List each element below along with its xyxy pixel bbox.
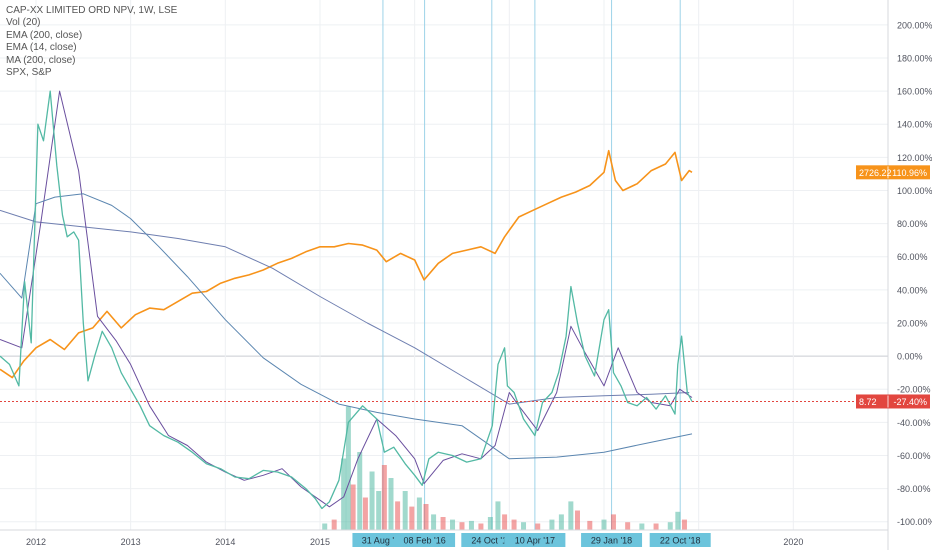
event-date-badge — [504, 533, 566, 547]
volume-bar — [440, 517, 446, 530]
volume-bar — [675, 511, 681, 530]
volume-bar — [369, 471, 375, 530]
legend: CAP-XX LIMITED ORD NPV, 1W, LSE Vol (20)… — [6, 5, 177, 79]
series-line-ema-200-close — [0, 209, 690, 405]
y-tick-label: 60.00% — [897, 252, 928, 262]
volume-bar — [416, 497, 422, 530]
volume-bar — [558, 514, 564, 530]
volume-bar — [362, 497, 368, 530]
volume-bar — [549, 519, 555, 530]
volume-bar — [402, 491, 408, 530]
volume-bar — [468, 520, 474, 530]
y-tick-label: 80.00% — [897, 219, 928, 229]
volume-bar — [450, 519, 456, 530]
capxx-value-pct: -27.40% — [893, 397, 927, 407]
volume-bar — [341, 458, 347, 530]
volume-bar — [376, 491, 382, 530]
volume-bar — [625, 522, 631, 530]
volume-bar — [521, 522, 527, 530]
spx-value-pct: 110.96% — [892, 168, 927, 178]
y-tick-label: 160.00% — [897, 87, 932, 97]
y-tick-label: 40.00% — [897, 285, 928, 295]
volume-bar — [511, 519, 517, 530]
y-tick-label: -80.00% — [897, 484, 931, 494]
volume-bar — [381, 465, 387, 530]
y-tick-label: 140.00% — [897, 120, 932, 130]
event-date-label: 22 Oct '18 — [660, 536, 701, 546]
event-date-badge — [649, 533, 711, 547]
event-date-badge — [581, 533, 643, 547]
y-tick-label: 200.00% — [897, 20, 932, 30]
series-lines — [0, 90, 888, 510]
series-line-cap-xx-limited-ord-npv — [0, 90, 693, 510]
volume-bar — [322, 523, 328, 530]
x-tick-label: 2012 — [26, 537, 46, 547]
series-line-ma-200-close — [0, 193, 693, 460]
grid — [0, 0, 888, 530]
volume-bar — [331, 519, 337, 530]
legend-item: Vol (20) — [6, 17, 41, 29]
x-tick-label: 2014 — [215, 537, 235, 547]
x-tick-label: 2015 — [310, 537, 330, 547]
event-date-label: 29 Jan '18 — [591, 536, 632, 546]
legend-item: MA (200, close) — [6, 54, 76, 66]
x-tick-label: 2020 — [783, 537, 803, 547]
volume-bar — [610, 514, 616, 530]
legend-item: EMA (200, close) — [6, 29, 83, 41]
event-date-label: 10 Apr '17 — [515, 536, 555, 546]
volume-bar — [431, 514, 437, 530]
y-tick-label: -20.00% — [897, 385, 931, 395]
volume-bar — [395, 501, 401, 530]
spx-value-badge — [856, 165, 930, 180]
y-tick-label: 0.00% — [897, 352, 923, 362]
volume-bar — [345, 406, 351, 530]
x-tick-label: 2013 — [121, 537, 141, 547]
legend-item: EMA (14, close) — [6, 42, 77, 54]
volume-bars — [322, 406, 687, 530]
y-tick-label: 120.00% — [897, 153, 932, 163]
y-tick-label: -40.00% — [897, 418, 931, 428]
legend-title: CAP-XX LIMITED ORD NPV, 1W, LSE — [6, 5, 178, 16]
event-date-label: 31 Aug '15 — [362, 536, 404, 546]
y-tick-label: 100.00% — [897, 186, 932, 196]
series-line-ema-14-close — [0, 90, 693, 508]
volume-bar — [357, 452, 363, 530]
legend-item: SPX, S&P — [6, 67, 52, 79]
volume-bar — [495, 501, 501, 530]
y-tick-label: -60.00% — [897, 451, 931, 461]
series-line-spx-s-p — [0, 149, 693, 379]
volume-bar — [478, 523, 484, 530]
volume-bar — [459, 522, 465, 530]
volume-bar — [502, 514, 508, 530]
capxx-value-badge — [856, 394, 930, 409]
y-tick-label: 20.00% — [897, 318, 928, 328]
volume-bar — [423, 504, 429, 530]
volume-bar — [487, 517, 493, 530]
volume-bar — [639, 523, 645, 530]
spx-value-price: 2726.22 — [859, 168, 892, 178]
y-tick-label: 180.00% — [897, 53, 932, 63]
event-date-badge — [394, 533, 456, 547]
event-marker-lines — [382, 0, 681, 530]
volume-bar — [568, 501, 574, 530]
y-tick-label: -100.00% — [897, 517, 932, 527]
volume-bar — [574, 510, 580, 530]
event-date-label: 24 Oct '16 — [471, 536, 512, 546]
capxx-value-price: 8.72 — [859, 397, 877, 407]
volume-bar — [409, 506, 415, 530]
volume-bar — [653, 523, 659, 530]
volume-bar — [350, 484, 356, 530]
volume-bar — [388, 478, 394, 530]
event-date-label: 08 Feb '16 — [403, 536, 445, 546]
volume-bar — [681, 519, 687, 530]
volume-bar — [601, 519, 607, 530]
volume-bar — [587, 520, 593, 530]
volume-bar — [535, 523, 541, 530]
volume-bar — [667, 522, 673, 530]
